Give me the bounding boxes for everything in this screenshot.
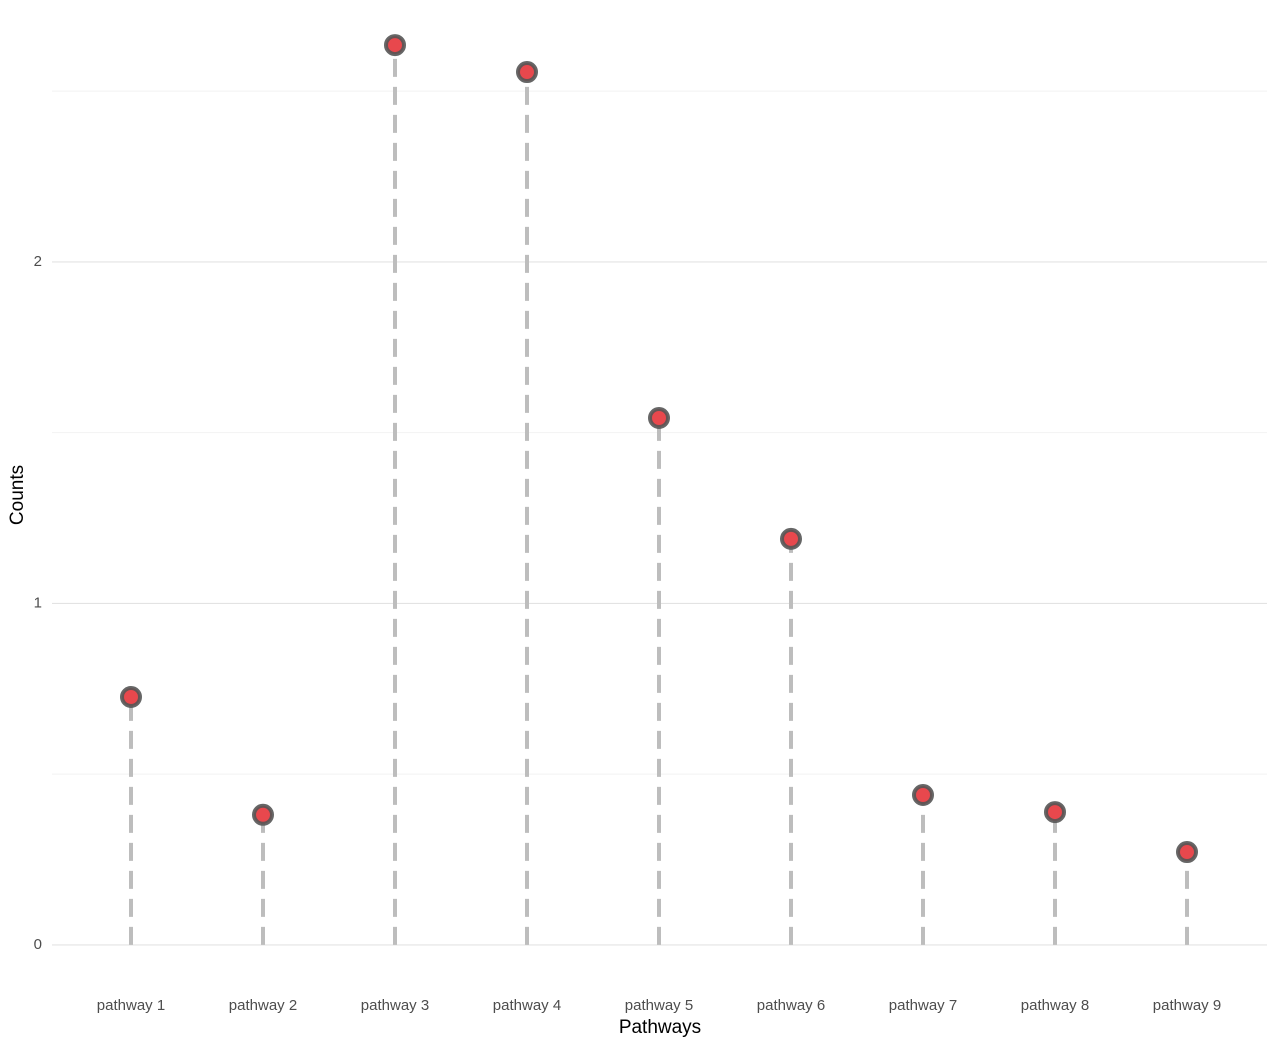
- y-tick-label: 1: [34, 594, 42, 611]
- x-tick-label: pathway 1: [97, 997, 165, 1014]
- point: [648, 406, 670, 429]
- y-tick-label: 2: [34, 253, 42, 270]
- x-tick-label: pathway 4: [493, 997, 561, 1014]
- x-tick-label: pathway 7: [889, 997, 957, 1014]
- x-tick-label: pathway 6: [757, 997, 825, 1014]
- x-tick-label: pathway 3: [361, 997, 429, 1014]
- x-tick-label: pathway 8: [1021, 997, 1089, 1014]
- x-tick-label: pathway 2: [229, 997, 297, 1014]
- point: [252, 803, 274, 826]
- y-axis-title: Counts: [7, 465, 28, 525]
- point: [1176, 841, 1198, 864]
- point: [384, 34, 406, 57]
- x-tick-label: pathway 9: [1153, 997, 1221, 1014]
- x-axis-title: Pathways: [619, 1017, 701, 1038]
- point: [780, 527, 802, 550]
- point: [120, 685, 142, 708]
- point: [912, 784, 934, 807]
- x-tick-label: pathway 5: [625, 997, 693, 1014]
- point: [1044, 801, 1066, 824]
- point: [516, 61, 538, 84]
- y-tick-label: 0: [34, 936, 42, 953]
